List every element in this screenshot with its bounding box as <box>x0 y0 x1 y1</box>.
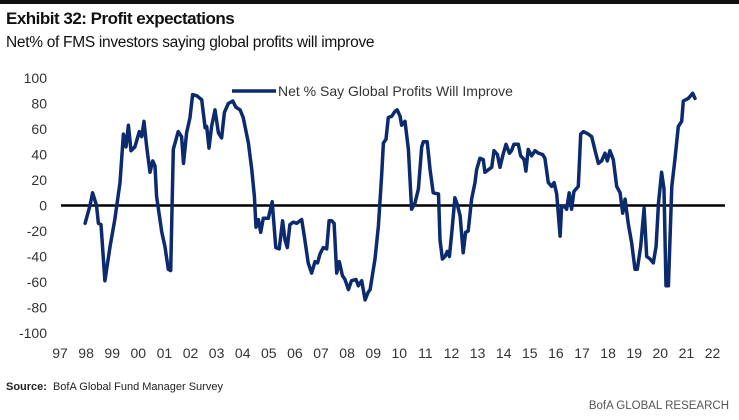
x-tick-label: 15 <box>522 345 538 361</box>
x-tick-label: 99 <box>104 345 120 361</box>
x-tick-label: 03 <box>209 345 225 361</box>
legend-label: Net % Say Global Profits Will Improve <box>278 83 513 99</box>
y-axis-ticks: 100 80 60 40 20 0 -20 -40 -60 -80 -100 <box>19 70 47 341</box>
x-tick-label: 07 <box>313 345 329 361</box>
top-rule <box>0 0 739 4</box>
x-tick-label: 09 <box>365 345 381 361</box>
x-tick-label: 19 <box>626 345 642 361</box>
x-tick-label: 16 <box>548 345 564 361</box>
x-tick-label: 22 <box>705 345 721 361</box>
y-tick-label: -40 <box>27 249 47 265</box>
x-tick-label: 14 <box>496 345 512 361</box>
exhibit-title: Exhibit 32: Profit expectations <box>6 9 235 28</box>
y-tick-label: 100 <box>24 70 48 86</box>
exhibit-subtitle: Net% of FMS investors saying global prof… <box>6 34 375 51</box>
x-tick-label: 05 <box>261 345 277 361</box>
x-tick-label: 13 <box>470 345 486 361</box>
source-note: Source: BofA Global Fund Manager Survey <box>6 381 223 393</box>
x-tick-label: 06 <box>287 345 303 361</box>
x-tick-label: 17 <box>574 345 590 361</box>
source-label: Source: <box>6 381 47 393</box>
x-tick-label: 01 <box>157 345 173 361</box>
y-tick-label: 40 <box>31 147 47 163</box>
series-line <box>83 91 697 302</box>
y-tick-label: 20 <box>31 172 47 188</box>
x-axis-ticks: 97 98 99 00 01 02 03 04 05 06 07 08 09 10 11 12 13 14 15 16… <box>52 345 720 361</box>
x-tick-label: 12 <box>444 345 460 361</box>
y-tick-label: -20 <box>27 223 47 239</box>
y-tick-label: -60 <box>27 274 47 290</box>
x-tick-label: 00 <box>131 345 147 361</box>
y-tick-label: 0 <box>39 198 47 214</box>
x-tick-label: 18 <box>600 345 616 361</box>
brand-label: BofA GLOBAL RESEARCH <box>588 400 729 412</box>
y-tick-label: 80 <box>31 96 47 112</box>
x-tick-label: 10 <box>392 345 408 361</box>
x-tick-label: 02 <box>183 345 199 361</box>
x-tick-label: 97 <box>52 345 68 361</box>
source-text: BofA Global Fund Manager Survey <box>52 381 223 393</box>
y-tick-label: -80 <box>27 300 47 316</box>
x-tick-label: 11 <box>418 345 433 361</box>
x-tick-label: 04 <box>235 345 251 361</box>
line-chart: 100 80 60 40 20 0 -20 -40 -60 -80 -100 97 98 99 00 01 0… <box>19 70 725 361</box>
x-tick-label: 20 <box>653 345 669 361</box>
y-tick-label: 60 <box>31 121 47 137</box>
y-tick-label: -100 <box>19 325 47 341</box>
x-tick-label: 08 <box>339 345 355 361</box>
x-tick-label: 21 <box>679 345 695 361</box>
x-tick-label: 98 <box>78 345 94 361</box>
legend: Net % Say Global Profits Will Improve <box>232 83 513 99</box>
